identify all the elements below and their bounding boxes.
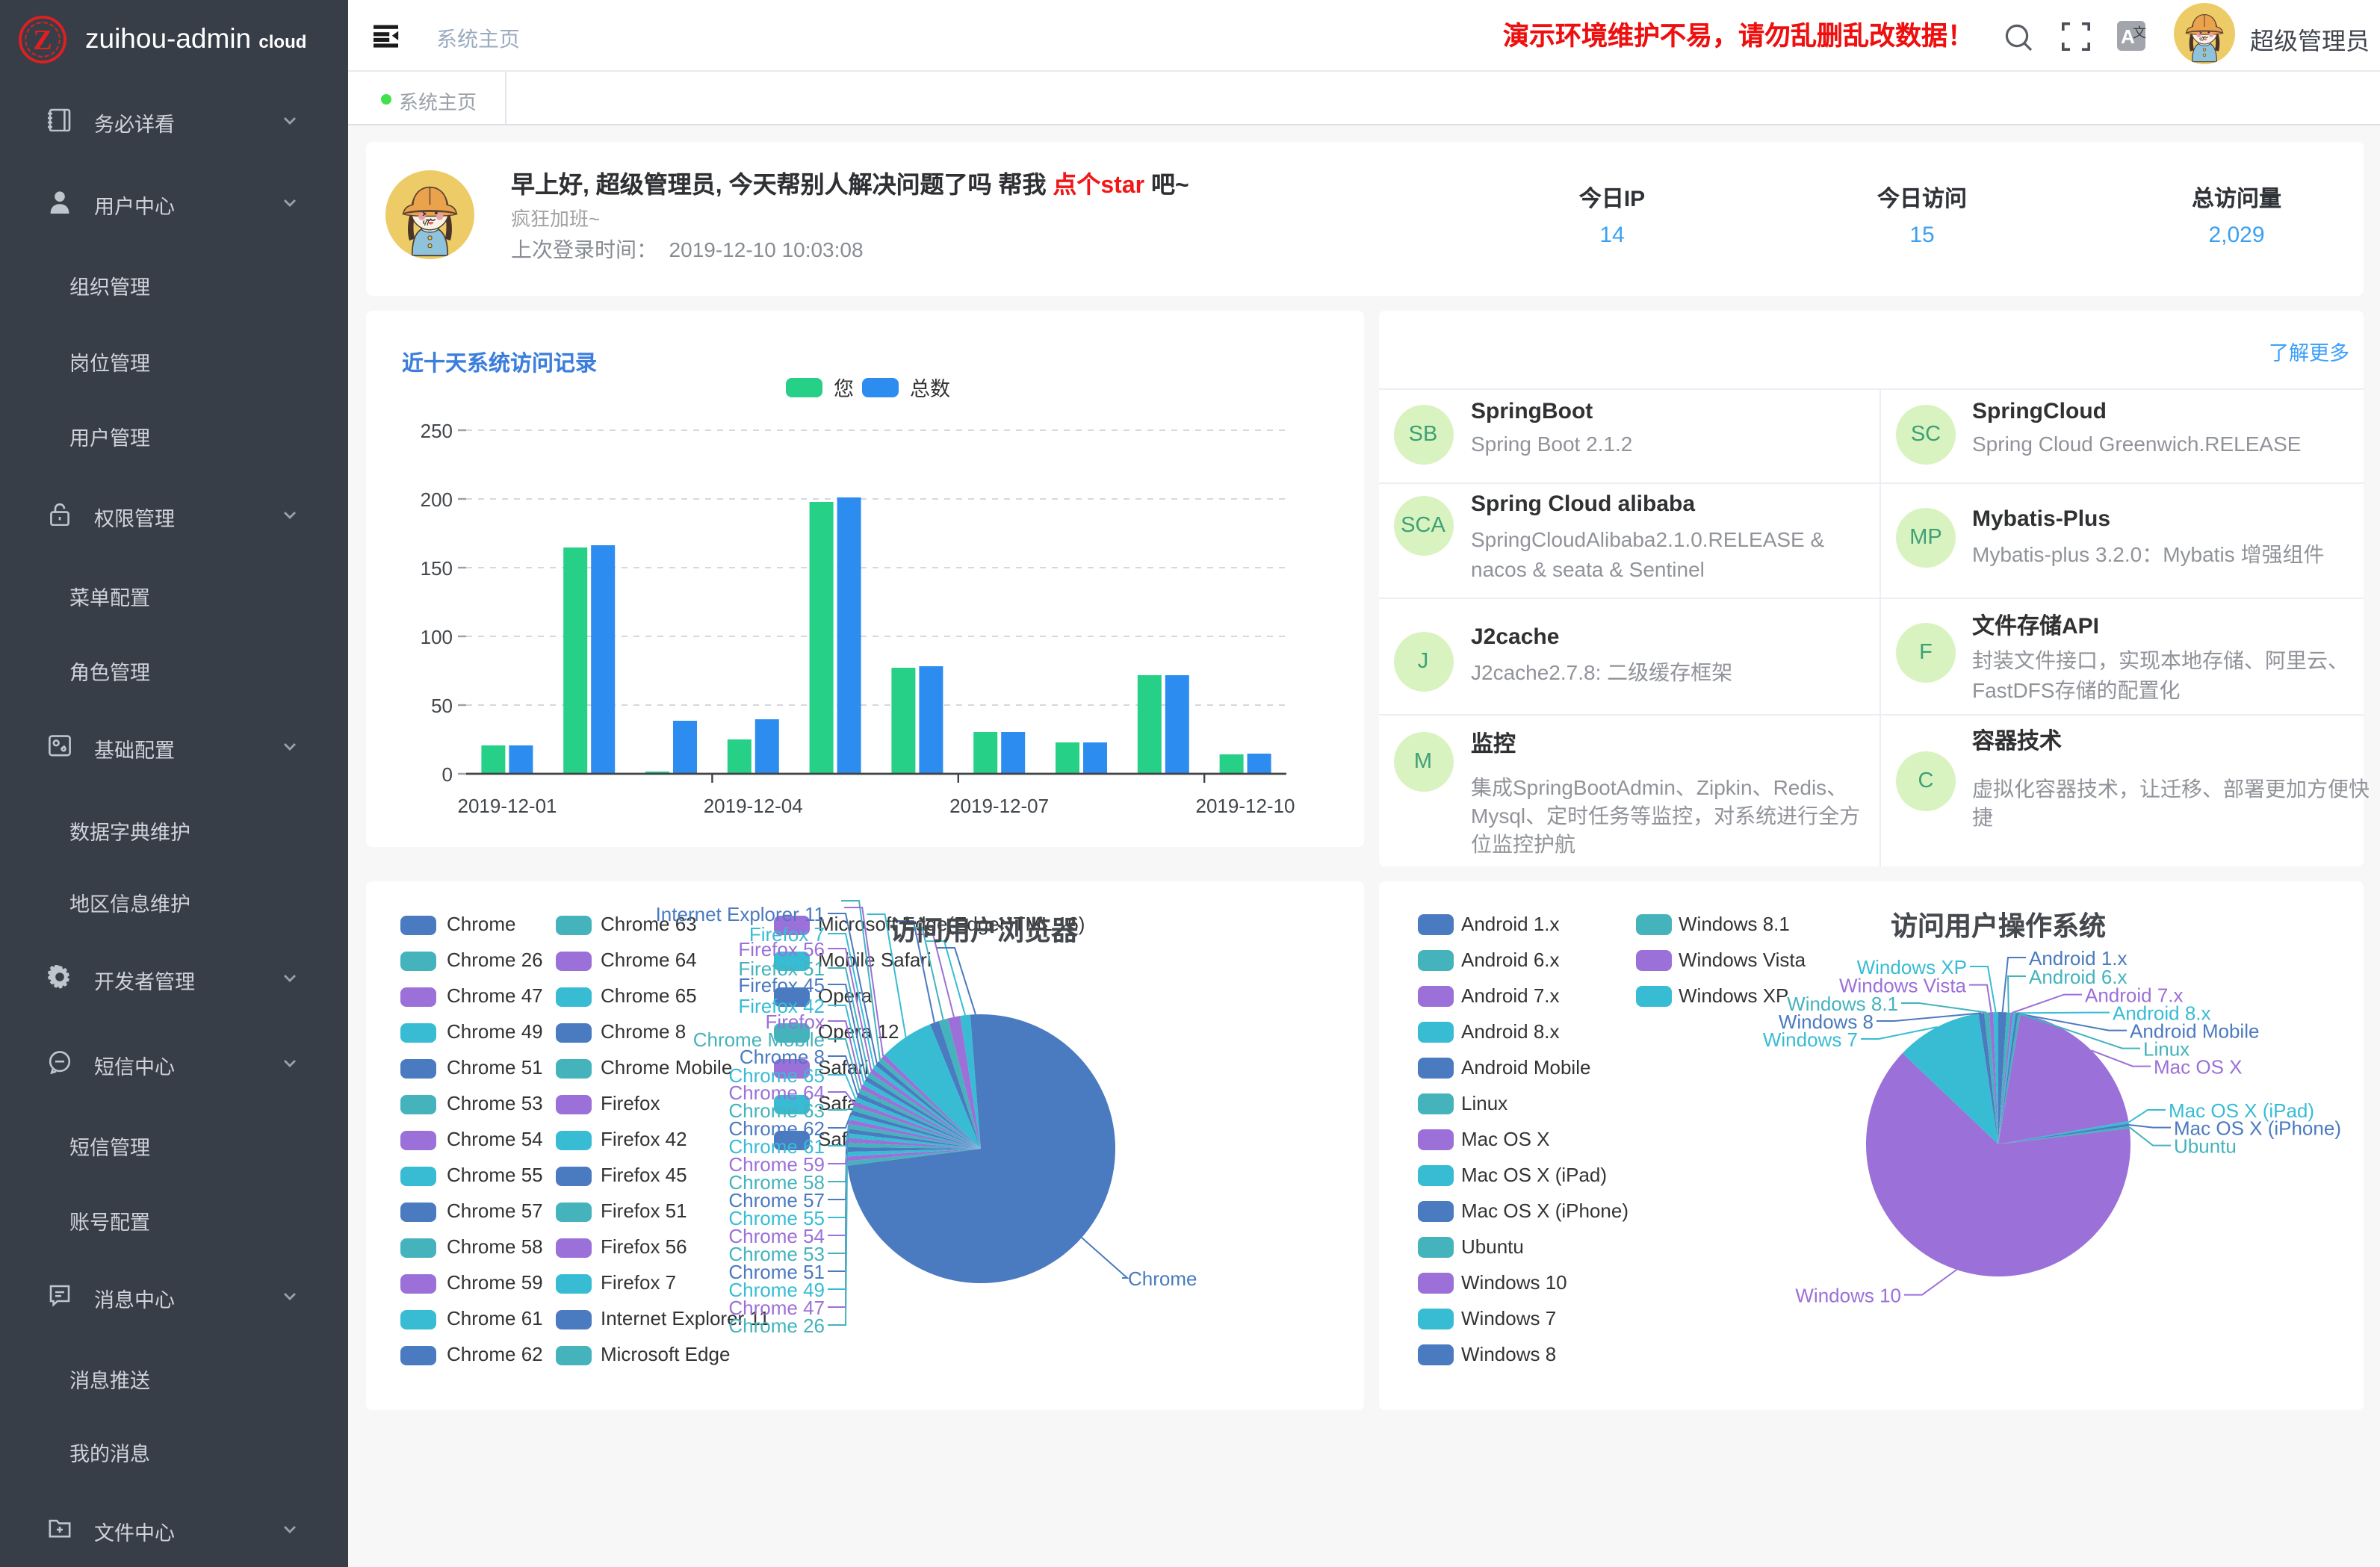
svg-text:Chrome Mobile: Chrome Mobile	[693, 1028, 825, 1050]
svg-text:Firefox 45: Firefox 45	[738, 973, 825, 996]
svg-text:Chrome: Chrome	[1128, 1267, 1197, 1289]
svg-text:2019-12-04: 2019-12-04	[704, 794, 803, 816]
svg-text:Firefox 7: Firefox 7	[749, 922, 825, 945]
svg-text:250: 250	[421, 419, 453, 441]
svg-text:Android Mobile: Android Mobile	[2129, 1020, 2258, 1042]
svg-text:0: 0	[442, 763, 453, 785]
svg-text:Mac OS X: Mac OS X	[2153, 1055, 2241, 1078]
svg-text:Chrome 49: Chrome 49	[728, 1278, 825, 1300]
svg-text:2019-12-07: 2019-12-07	[949, 794, 1049, 816]
svg-text:Chrome 54: Chrome 54	[728, 1224, 825, 1247]
svg-text:Chrome 59: Chrome 59	[728, 1152, 825, 1175]
svg-text:200: 200	[421, 488, 453, 510]
svg-text:Android 7.x: Android 7.x	[2084, 984, 2183, 1006]
svg-text:Internet Explorer 11: Internet Explorer 11	[656, 902, 825, 925]
svg-text:Mac OS X (iPad): Mac OS X (iPad)	[2168, 1099, 2314, 1121]
svg-text:Windows 8.1: Windows 8.1	[1786, 992, 1897, 1014]
svg-text:Firefox 56: Firefox 56	[738, 937, 825, 960]
svg-text:Mac OS X (iPhone): Mac OS X (iPhone)	[2173, 1117, 2340, 1139]
svg-text:2019-12-01: 2019-12-01	[458, 794, 557, 816]
svg-text:2019-12-10: 2019-12-10	[1196, 794, 1295, 816]
svg-text:Firefox 42: Firefox 42	[738, 994, 825, 1017]
svg-text:总数: 总数	[910, 377, 950, 400]
svg-text:Chrome 58: Chrome 58	[728, 1170, 825, 1193]
svg-text:Chrome 64: Chrome 64	[728, 1081, 825, 1103]
svg-text:Chrome 55: Chrome 55	[728, 1206, 825, 1229]
svg-text:150: 150	[421, 556, 453, 579]
svg-text:Chrome 8: Chrome 8	[740, 1045, 825, 1067]
svg-text:Chrome 57: Chrome 57	[728, 1188, 825, 1211]
svg-text:您: 您	[834, 377, 854, 400]
svg-text:Chrome 47: Chrome 47	[728, 1296, 825, 1318]
svg-text:Z: Z	[33, 25, 52, 56]
svg-text:Chrome 53: Chrome 53	[728, 1242, 825, 1265]
svg-text:50: 50	[431, 694, 453, 716]
svg-text:Chrome 63: Chrome 63	[728, 1099, 825, 1121]
svg-text:Windows XP: Windows XP	[1856, 955, 1966, 978]
svg-text:Windows 10: Windows 10	[1794, 1284, 1900, 1306]
svg-text:Android 6.x: Android 6.x	[2028, 965, 2127, 987]
svg-text:Windows 7: Windows 7	[1762, 1028, 1857, 1050]
svg-text:Linux: Linux	[2142, 1037, 2189, 1060]
svg-text:Chrome 61: Chrome 61	[728, 1135, 825, 1157]
svg-text:100: 100	[421, 625, 453, 648]
svg-text:Android 8.x: Android 8.x	[2112, 1002, 2210, 1024]
svg-text:Chrome 65: Chrome 65	[728, 1064, 825, 1086]
svg-text:Ubuntu: Ubuntu	[2173, 1135, 2236, 1157]
svg-text:Chrome 51: Chrome 51	[728, 1260, 825, 1282]
svg-text:Android 1.x: Android 1.x	[2028, 946, 2127, 969]
svg-text:Windows Vista: Windows Vista	[1838, 974, 1966, 996]
svg-text:Firefox 51: Firefox 51	[738, 957, 825, 979]
svg-text:Firefox: Firefox	[766, 1010, 825, 1032]
svg-text:Chrome 62: Chrome 62	[728, 1117, 825, 1139]
svg-text:Windows 8: Windows 8	[1778, 1010, 1873, 1032]
svg-text:Chrome 26: Chrome 26	[728, 1314, 825, 1336]
